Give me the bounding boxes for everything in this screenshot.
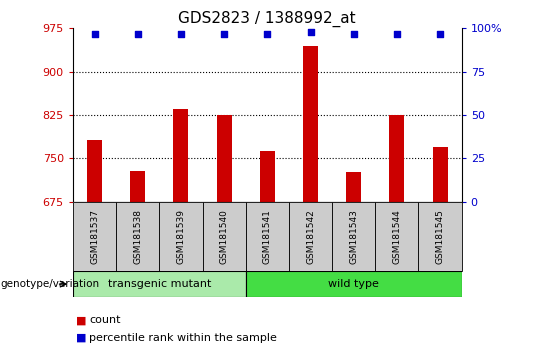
- Point: [133, 31, 142, 36]
- Point: [436, 31, 444, 36]
- Point: [349, 31, 358, 36]
- Text: GSM181538: GSM181538: [133, 209, 142, 264]
- Bar: [202, 202, 246, 271]
- Bar: [159, 202, 202, 271]
- Bar: [130, 171, 145, 202]
- Text: ■: ■: [76, 333, 86, 343]
- Bar: [418, 202, 462, 271]
- Text: GSM181544: GSM181544: [393, 209, 401, 264]
- Bar: [260, 152, 275, 202]
- Point: [220, 31, 228, 36]
- Point: [263, 31, 272, 36]
- Text: GSM181542: GSM181542: [306, 209, 315, 264]
- Text: ■: ■: [76, 315, 86, 325]
- Bar: [289, 202, 332, 271]
- Text: GSM181541: GSM181541: [263, 209, 272, 264]
- Point: [306, 29, 315, 35]
- Point: [90, 31, 99, 36]
- Bar: [217, 115, 232, 202]
- Point: [177, 31, 185, 36]
- Text: GSM181537: GSM181537: [90, 209, 99, 264]
- Point: [393, 31, 401, 36]
- Text: GSM181543: GSM181543: [349, 209, 358, 264]
- Text: wild type: wild type: [328, 279, 379, 289]
- Text: genotype/variation: genotype/variation: [0, 279, 99, 289]
- Bar: [116, 202, 159, 271]
- Text: GSM181540: GSM181540: [220, 209, 228, 264]
- Text: count: count: [89, 315, 120, 325]
- Bar: [375, 202, 418, 271]
- Bar: [389, 115, 404, 202]
- Bar: [73, 271, 246, 297]
- Bar: [87, 140, 102, 202]
- Title: GDS2823 / 1388992_at: GDS2823 / 1388992_at: [179, 11, 356, 27]
- Bar: [433, 147, 448, 202]
- Text: transgenic mutant: transgenic mutant: [107, 279, 211, 289]
- Bar: [346, 172, 361, 202]
- Bar: [246, 202, 289, 271]
- Text: GSM181545: GSM181545: [436, 209, 444, 264]
- Bar: [173, 109, 188, 202]
- Bar: [303, 46, 318, 202]
- Text: percentile rank within the sample: percentile rank within the sample: [89, 333, 277, 343]
- Bar: [246, 271, 462, 297]
- Bar: [73, 202, 116, 271]
- Bar: [332, 202, 375, 271]
- Text: GSM181539: GSM181539: [177, 209, 185, 264]
